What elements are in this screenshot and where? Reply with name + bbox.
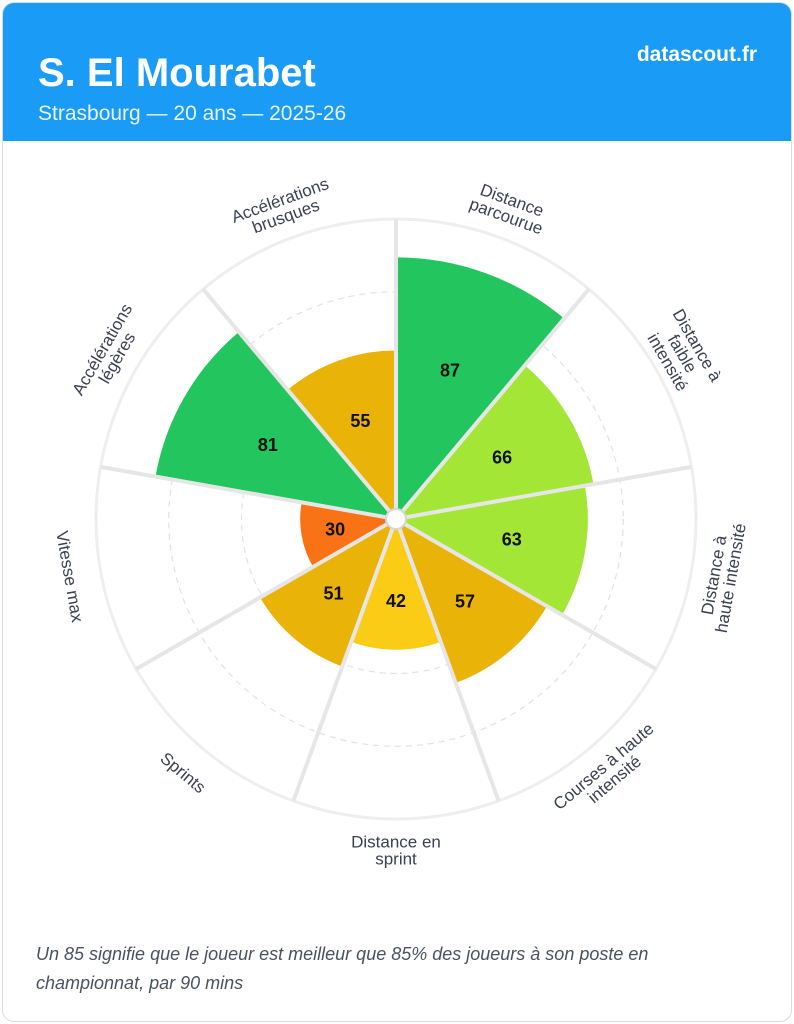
chart-footnote: Un 85 signifie que le joueur est meilleu… xyxy=(36,944,649,993)
value-label: 87 xyxy=(440,360,460,380)
brand-label: datascout.fr xyxy=(636,43,757,66)
value-label: 51 xyxy=(323,584,343,604)
category-label: Accélérationsbrusques xyxy=(229,174,337,243)
value-labels-group: 87 66 63 57 42 51 30 81 55 xyxy=(258,360,522,611)
separator-line xyxy=(402,521,657,671)
separator-line xyxy=(100,464,388,520)
player-subtitle: Strasbourg — 20 ans — 2025-26 xyxy=(38,102,347,125)
value-label: 42 xyxy=(386,591,406,611)
separator-line xyxy=(400,287,591,514)
category-label-line: Vitesse max xyxy=(52,529,87,624)
separator-line xyxy=(291,526,395,802)
category-label: Distance en sprint xyxy=(351,833,441,869)
category-label: Sprints xyxy=(157,749,210,798)
separator-line xyxy=(135,521,390,671)
value-label: 81 xyxy=(258,435,278,455)
header-banner: S. El Mourabet Strasbourg — 20 ans — 202… xyxy=(3,3,791,141)
category-label: Courses à hauteintensité xyxy=(550,719,669,827)
category-label-line: sprint xyxy=(375,850,417,869)
value-label: 55 xyxy=(350,411,370,431)
category-label: Distance àhaute intensité xyxy=(695,519,750,634)
separator-line xyxy=(201,287,392,514)
value-label: 63 xyxy=(502,529,522,549)
separator-line xyxy=(397,526,501,802)
category-label-line: Sprints xyxy=(157,749,210,798)
category-label: Vitesse max xyxy=(52,529,87,624)
category-label: Accélérationslégères xyxy=(69,301,151,407)
center-hole xyxy=(385,508,407,530)
bars-group xyxy=(154,256,595,684)
value-label: 57 xyxy=(455,591,475,611)
category-label: Distance àfaibleintensité xyxy=(639,306,725,403)
separator-line xyxy=(404,464,692,520)
value-label: 66 xyxy=(492,448,512,468)
value-label: 30 xyxy=(325,520,345,540)
player-name: S. El Mourabet xyxy=(38,51,316,95)
separators-group xyxy=(100,219,692,802)
category-label-line: Distance en xyxy=(351,833,441,852)
